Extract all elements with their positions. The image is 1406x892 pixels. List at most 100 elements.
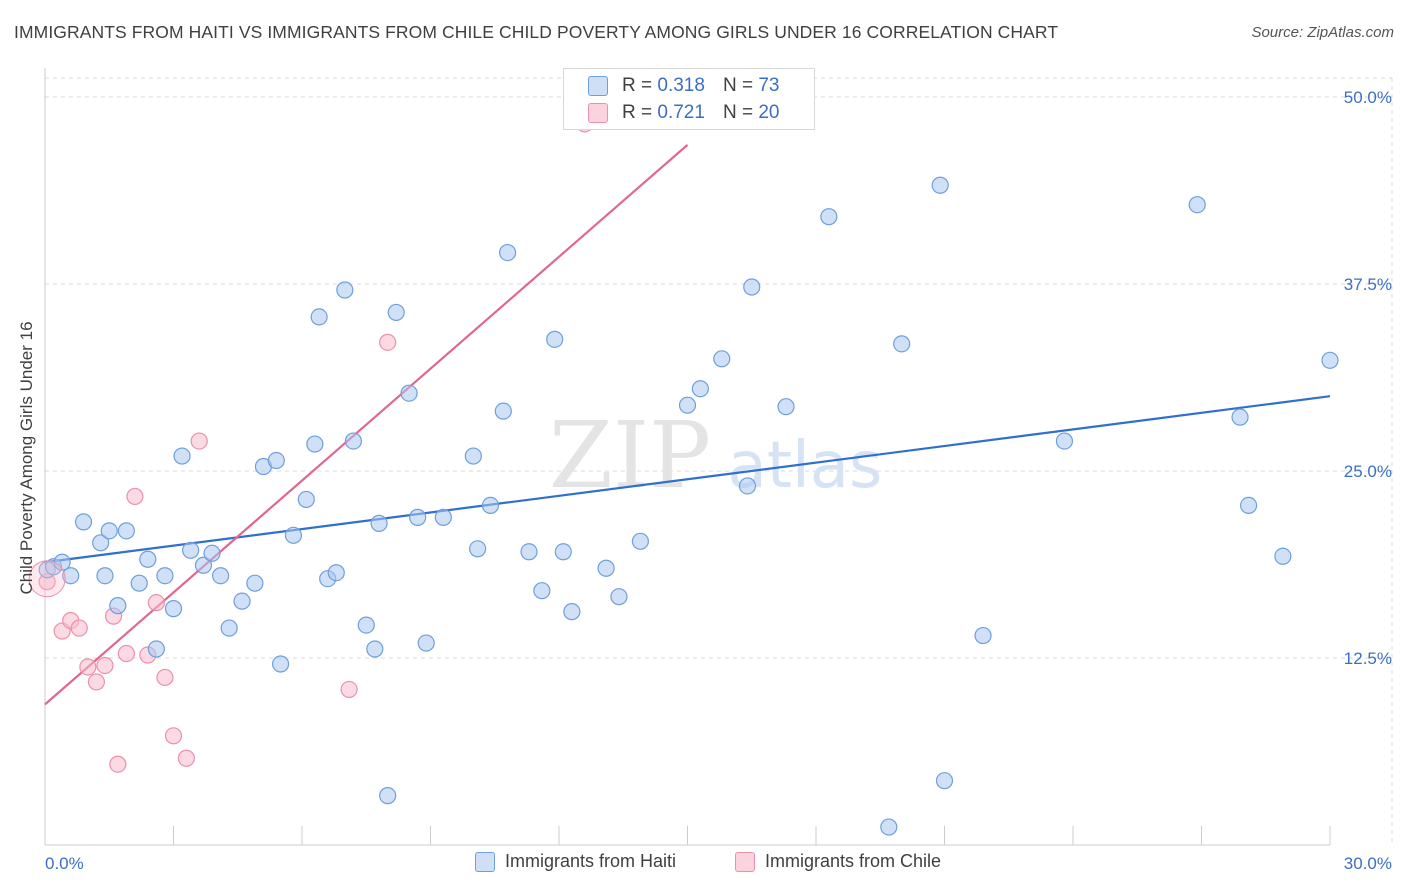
legend-row-chile: R = 0.721 N = 20	[588, 102, 779, 124]
chile-point	[156, 668, 174, 687]
chile-point	[117, 644, 135, 663]
chile-point	[379, 333, 397, 351]
haiti-point	[271, 655, 290, 673]
legend-swatch-haiti	[475, 851, 495, 872]
haiti-point	[164, 600, 183, 618]
legend-r-label: R =	[622, 102, 653, 123]
chile-point	[177, 749, 195, 767]
haiti-point	[678, 396, 697, 414]
haiti-point	[306, 435, 324, 453]
haiti-point	[387, 303, 405, 322]
haiti-point	[194, 556, 213, 574]
chile-point	[87, 673, 106, 691]
haiti-point	[880, 818, 898, 836]
chile-point	[190, 432, 208, 450]
chart-title: IMMIGRANTS FROM HAITI VS IMMIGRANTS FROM…	[14, 22, 1059, 42]
haiti-point	[931, 176, 949, 194]
haiti-point	[74, 513, 93, 531]
haiti-point	[494, 402, 512, 420]
legend-swatch-haiti	[588, 76, 608, 96]
haiti-point	[554, 543, 572, 561]
chile-cluster-point	[28, 560, 66, 598]
haiti-point	[310, 308, 328, 326]
haiti-point	[1231, 408, 1249, 426]
legend-n-label: N =	[722, 102, 754, 123]
legend-item-haiti[interactable]: Immigrants from Haiti	[475, 851, 676, 872]
haiti-point	[246, 574, 264, 592]
haiti-point	[464, 447, 482, 465]
watermark-zip: ZIP	[549, 402, 711, 509]
source-label: Source: ZipAtlas.com	[1251, 24, 1394, 41]
haiti-point	[974, 626, 992, 645]
haiti-point	[499, 243, 517, 262]
haiti-point	[893, 335, 911, 353]
chile-point	[126, 487, 144, 506]
haiti-point	[935, 772, 954, 790]
chile-point	[147, 594, 165, 612]
haiti-point	[1188, 196, 1206, 214]
haiti-point	[610, 588, 628, 606]
legend-item-chile[interactable]: Immigrants from Chile	[735, 851, 941, 872]
haiti-point	[357, 616, 375, 634]
haiti-point	[631, 532, 649, 550]
y-axis-label: Child Poverty Among Girls Under 16	[17, 321, 36, 595]
correlation-legend: R = 0.318 N = 73 R = 0.721 N = 20	[563, 68, 815, 130]
data-points	[28, 115, 1339, 836]
haiti-point	[409, 508, 427, 526]
haiti-point	[62, 567, 80, 585]
haiti-point	[1274, 547, 1292, 565]
haiti-point	[1240, 496, 1258, 515]
haiti-point	[563, 603, 581, 621]
haiti-point	[92, 534, 110, 552]
haiti-point	[147, 640, 165, 658]
tick-labels: 12.5% 25.0% 37.5% 50.0% 0.0% 30.0%	[45, 88, 1392, 873]
chile-trend-line	[44, 144, 689, 706]
haiti-point	[1055, 432, 1074, 450]
legend-r-value-haiti: 0.318	[657, 75, 705, 96]
haiti-point	[327, 564, 345, 582]
haiti-point	[182, 541, 200, 559]
legend-r-value-chile: 0.721	[657, 102, 705, 123]
haiti-point	[100, 522, 118, 540]
haiti-point	[546, 330, 564, 348]
haiti-point	[344, 432, 362, 450]
legend-label-chile: Immigrants from Chile	[765, 851, 942, 871]
haiti-point	[434, 508, 452, 526]
y-tick-label: 37.5%	[1344, 275, 1392, 294]
haiti-point	[469, 540, 487, 558]
legend-n-label: N =	[722, 75, 754, 96]
axes	[44, 68, 1331, 846]
haiti-point	[336, 281, 354, 299]
haiti-point	[203, 544, 221, 562]
haiti-point	[520, 543, 538, 561]
chile-point	[96, 656, 114, 675]
haiti-point	[370, 514, 388, 532]
haiti-point	[297, 490, 315, 509]
haiti-point	[117, 522, 135, 540]
x-tick-label: 30.0%	[1344, 854, 1392, 873]
haiti-point	[130, 574, 148, 592]
watermark: ZIP atlas	[549, 402, 882, 509]
grid-lines	[45, 77, 1393, 845]
legend-n-value-chile: 20	[758, 102, 780, 123]
legend-swatch-chile	[588, 103, 608, 123]
haiti-point	[267, 451, 285, 470]
chile-point	[109, 755, 127, 773]
haiti-point	[713, 350, 731, 368]
y-tick-label: 50.0%	[1344, 88, 1392, 107]
haiti-trend-line	[44, 395, 1331, 564]
haiti-point	[777, 398, 795, 416]
haiti-point	[173, 447, 191, 465]
y-tick-label: 25.0%	[1344, 462, 1392, 481]
haiti-point	[533, 582, 551, 600]
chile-point	[79, 658, 97, 676]
y-tick-label: 12.5%	[1344, 649, 1392, 668]
legend-r-label: R =	[622, 75, 653, 96]
chile-point	[70, 619, 88, 637]
haiti-point	[481, 496, 500, 515]
haiti-point	[738, 477, 757, 495]
haiti-point	[109, 597, 127, 615]
legend-n-value-haiti: 73	[758, 75, 780, 96]
chile-point	[164, 727, 183, 745]
